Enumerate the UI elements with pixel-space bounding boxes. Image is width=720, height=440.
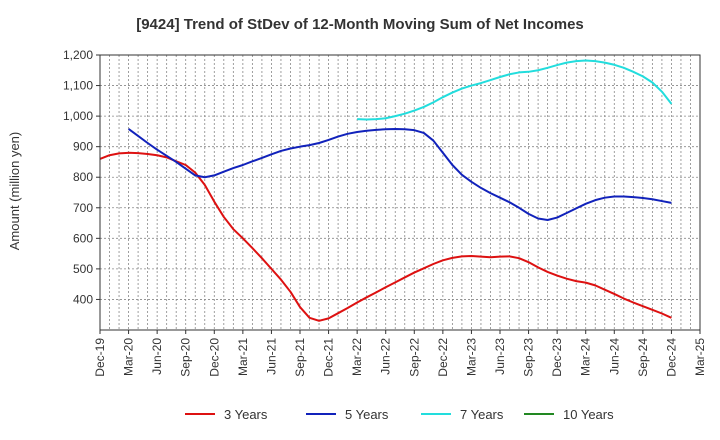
x-tick-label: Jun-21 bbox=[264, 338, 278, 375]
plot-frame bbox=[99, 54, 701, 331]
x-tick-label: Dec-23 bbox=[550, 338, 564, 377]
x-tick-label: Sep-23 bbox=[522, 338, 536, 377]
y-tick-label: 900 bbox=[73, 140, 93, 154]
legend: 3 Years 5 Years 7 Years 10 Years bbox=[185, 407, 614, 422]
y-tick-label: 1,100 bbox=[63, 79, 93, 93]
series-line-3-years bbox=[99, 151, 672, 322]
x-tick-label: Jun-20 bbox=[150, 338, 164, 375]
legend-label: 7 Years bbox=[460, 407, 504, 422]
legend-label: 3 Years bbox=[224, 407, 268, 422]
x-tick-label: Dec-22 bbox=[436, 338, 450, 377]
y-tick-label: 1,200 bbox=[63, 48, 93, 62]
x-tick-label: Dec-19 bbox=[93, 338, 107, 377]
y-tick-label: 600 bbox=[73, 231, 93, 245]
x-tick-label: Mar-25 bbox=[693, 338, 707, 376]
x-tick-label: Dec-20 bbox=[207, 338, 221, 377]
x-tick-label: Dec-21 bbox=[322, 338, 336, 377]
series-line-5-years bbox=[127, 127, 672, 221]
series-layer bbox=[99, 59, 673, 322]
x-tick-label: Dec-24 bbox=[664, 338, 678, 377]
y-tick-label: 400 bbox=[73, 292, 93, 306]
x-tick-label: Mar-22 bbox=[350, 338, 364, 376]
x-tick-label: Jun-22 bbox=[379, 338, 393, 375]
x-tick-label: Mar-23 bbox=[464, 338, 478, 376]
x-tick-label: Sep-24 bbox=[636, 338, 650, 377]
y-tick-label: 500 bbox=[73, 262, 93, 276]
x-tick-label: Jun-23 bbox=[493, 338, 507, 375]
x-tick-label: Mar-24 bbox=[579, 338, 593, 376]
legend-item-3-years: 3 Years bbox=[185, 407, 268, 422]
legend-label: 10 Years bbox=[563, 407, 614, 422]
legend-item-7-years: 7 Years bbox=[421, 407, 504, 422]
y-axis-label: Amount (million yen) bbox=[7, 132, 22, 251]
y-ticks-layer: 400 500 600 700 800 900 1,000 1,100 1,200 bbox=[63, 48, 100, 306]
chart-title: [9424] Trend of StDev of 12-Month Moving… bbox=[136, 16, 584, 33]
series-line-7-years bbox=[357, 59, 673, 121]
x-tick-label: Sep-20 bbox=[179, 338, 193, 377]
x-tick-label: Mar-20 bbox=[122, 338, 136, 376]
x-tick-label: Sep-21 bbox=[293, 338, 307, 377]
x-tick-label: Sep-22 bbox=[407, 338, 421, 377]
y-tick-label: 1,000 bbox=[63, 109, 93, 123]
y-tick-label: 800 bbox=[73, 170, 93, 184]
grid-layer bbox=[99, 54, 701, 330]
x-tick-label: Mar-21 bbox=[236, 338, 250, 376]
legend-label: 5 Years bbox=[345, 407, 389, 422]
legend-item-5-years: 5 Years bbox=[306, 407, 389, 422]
x-tick-label: Jun-24 bbox=[607, 338, 621, 375]
x-ticks-layer: Dec-19 Mar-20 Jun-20 Sep-20 Dec-20 Mar-21 Jun-… bbox=[93, 330, 707, 377]
y-tick-label: 700 bbox=[73, 201, 93, 215]
legend-item-10-years: 10 Years bbox=[524, 407, 614, 422]
